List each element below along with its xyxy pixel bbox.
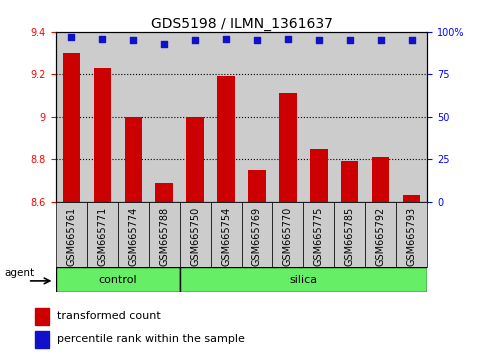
Text: transformed count: transformed count xyxy=(57,312,161,321)
Bar xyxy=(341,161,358,202)
Bar xyxy=(217,76,235,202)
Bar xyxy=(272,202,303,267)
Title: GDS5198 / ILMN_1361637: GDS5198 / ILMN_1361637 xyxy=(151,17,332,31)
Text: GSM665785: GSM665785 xyxy=(345,207,355,266)
Point xyxy=(67,34,75,40)
Point xyxy=(377,38,385,43)
Point xyxy=(222,36,230,41)
Point xyxy=(160,41,168,47)
Bar xyxy=(117,32,149,202)
Bar xyxy=(242,32,272,202)
Bar xyxy=(180,202,211,267)
Bar xyxy=(334,32,366,202)
Bar xyxy=(56,32,86,202)
Text: GSM665761: GSM665761 xyxy=(66,207,76,266)
Text: GSM665788: GSM665788 xyxy=(159,207,169,266)
Bar xyxy=(117,202,149,267)
Point xyxy=(315,38,323,43)
Bar xyxy=(180,32,211,202)
Bar xyxy=(86,32,117,202)
Point xyxy=(253,38,261,43)
Text: GSM665775: GSM665775 xyxy=(314,207,324,267)
Bar xyxy=(35,331,49,348)
Text: GSM665769: GSM665769 xyxy=(252,207,262,266)
Bar xyxy=(280,93,297,202)
Point xyxy=(284,36,292,41)
Text: GSM665792: GSM665792 xyxy=(376,207,386,266)
Bar xyxy=(397,32,427,202)
Bar xyxy=(86,202,117,267)
Bar xyxy=(248,170,266,202)
Bar xyxy=(180,267,427,292)
Point xyxy=(129,38,137,43)
Bar xyxy=(311,149,327,202)
Bar xyxy=(156,183,172,202)
Bar xyxy=(62,53,80,202)
Text: GSM665774: GSM665774 xyxy=(128,207,138,266)
Bar xyxy=(186,117,203,202)
Bar xyxy=(56,202,86,267)
Bar xyxy=(366,202,397,267)
Text: GSM665770: GSM665770 xyxy=(283,207,293,266)
Bar xyxy=(397,202,427,267)
Bar xyxy=(403,195,421,202)
Bar xyxy=(303,32,334,202)
Bar xyxy=(211,32,242,202)
Text: GSM665750: GSM665750 xyxy=(190,207,200,266)
Bar xyxy=(303,202,334,267)
Point xyxy=(346,38,354,43)
Bar xyxy=(125,117,142,202)
Bar xyxy=(211,202,242,267)
Point xyxy=(98,36,106,41)
Text: percentile rank within the sample: percentile rank within the sample xyxy=(57,335,245,344)
Bar xyxy=(366,32,397,202)
Point xyxy=(191,38,199,43)
Text: GSM665754: GSM665754 xyxy=(221,207,231,266)
Bar xyxy=(149,32,180,202)
Text: control: control xyxy=(98,275,137,285)
Text: agent: agent xyxy=(4,268,35,279)
Point xyxy=(408,38,416,43)
Bar xyxy=(56,267,180,292)
Bar xyxy=(149,202,180,267)
Bar xyxy=(242,202,272,267)
Text: GSM665793: GSM665793 xyxy=(407,207,417,266)
Bar xyxy=(372,157,389,202)
Bar xyxy=(334,202,366,267)
Text: silica: silica xyxy=(289,275,317,285)
Bar xyxy=(94,68,111,202)
Text: GSM665771: GSM665771 xyxy=(97,207,107,266)
Bar xyxy=(272,32,303,202)
Bar xyxy=(35,308,49,325)
